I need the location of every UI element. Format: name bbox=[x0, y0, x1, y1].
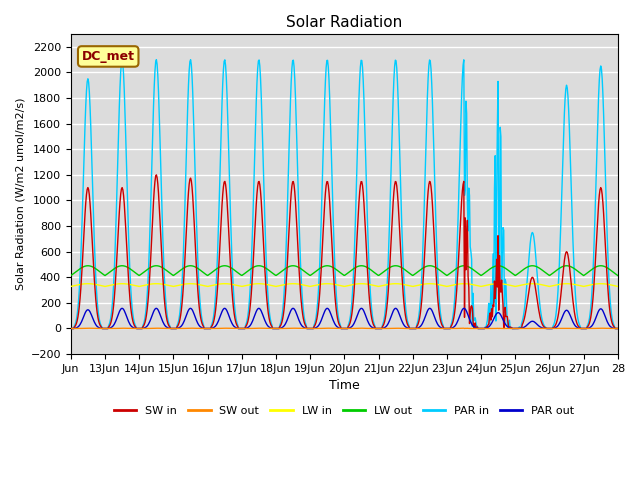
Y-axis label: Solar Radiation (W/m2 umol/m2/s): Solar Radiation (W/m2 umol/m2/s) bbox=[15, 98, 25, 290]
Legend: SW in, SW out, LW in, LW out, PAR in, PAR out: SW in, SW out, LW in, LW out, PAR in, PA… bbox=[110, 401, 579, 420]
X-axis label: Time: Time bbox=[329, 379, 360, 392]
Text: DC_met: DC_met bbox=[82, 50, 134, 63]
Title: Solar Radiation: Solar Radiation bbox=[286, 15, 403, 30]
